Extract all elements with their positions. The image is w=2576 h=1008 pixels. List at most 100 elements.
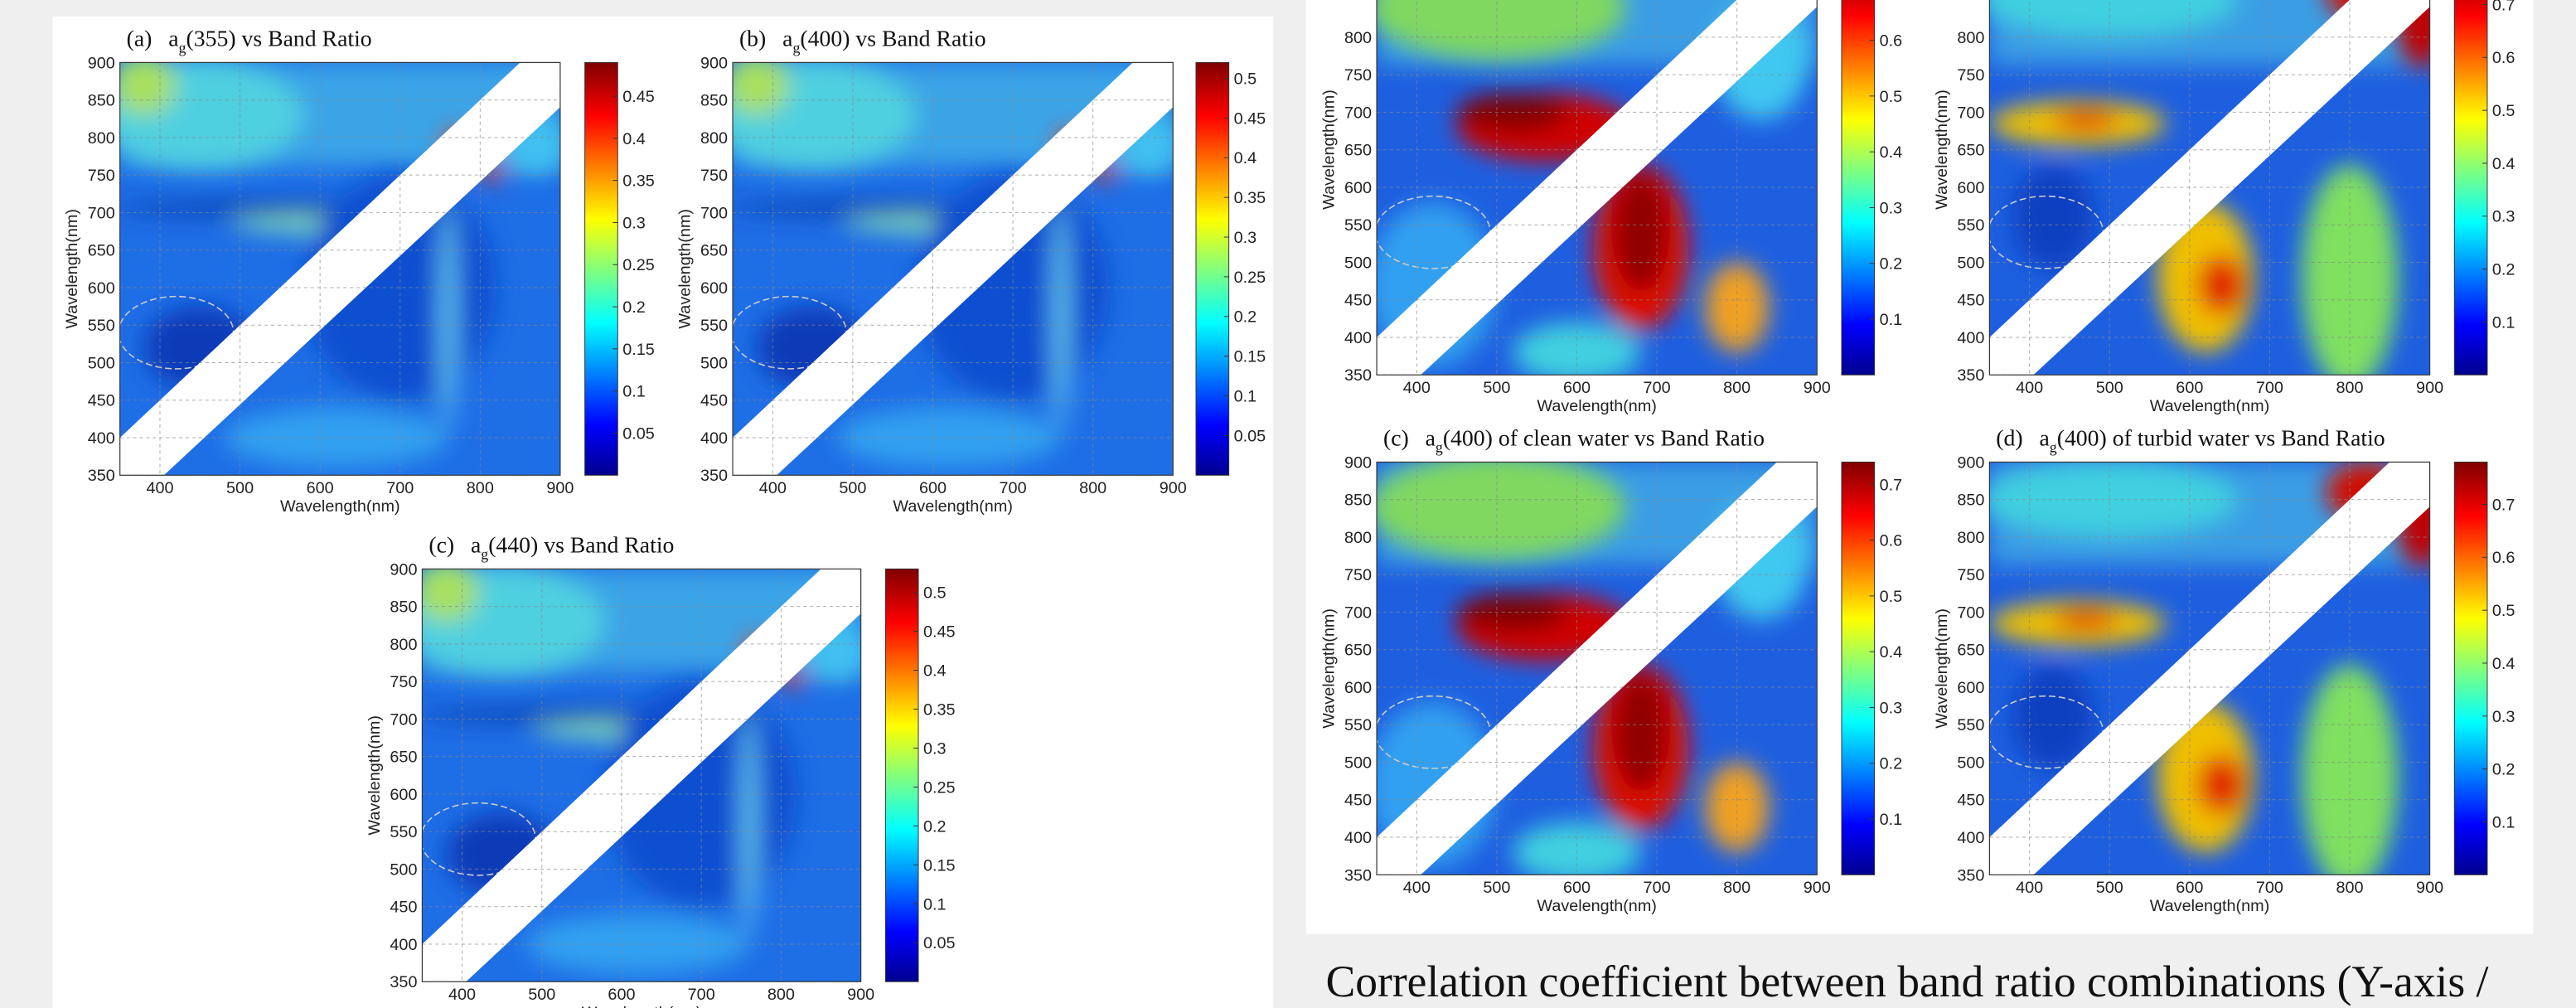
y-tick-label: 450 [700,392,728,410]
title-symbol: a [471,533,481,559]
y-tick-label: 600 [1957,179,1984,197]
colorbar-tick-label: 0.3 [2492,708,2515,726]
y-tick-label: 700 [88,204,115,222]
y-tick-label: 750 [700,167,728,185]
y-tick-label: 450 [1957,792,1984,810]
colorbar [2453,461,2488,875]
heatmap-panel: 400 500 600 700 800 900 350 400 450 500 550 600 650 7… [63,27,655,516]
colorbar-tick-label: 0.3 [1880,699,1903,717]
plot-frame [119,61,561,476]
title-symbol: a [782,27,792,52]
y-tick-label: 550 [88,317,115,335]
title-text: (400) of clean water vs Band Ratio [1443,426,1765,452]
heatmap-blob [2197,254,2246,315]
colorbar-tick-label: 0.05 [923,934,956,952]
y-tick-label: 600 [1957,679,1984,697]
panel-title: (d) ag(400) of turbid water vs Band Ratio [1996,426,2385,456]
colorbar-tick-label: 0.7 [2492,0,2515,14]
heatmap-panel: 400 500 600 700 800 900 350 400 450 500 550 600 650 7… [1320,426,1903,915]
y-axis-label: Wavelength(nm) [1933,608,1951,729]
y-tick-label: 450 [1344,292,1372,310]
colorbar [1841,0,1876,376]
heatmap-blob [1456,593,1569,632]
y-tick-label: 700 [700,204,728,222]
y-tick-label: 700 [1957,603,1984,622]
y-axis-label: Wavelength(nm) [63,209,81,329]
colorbar-tick-label: 0.4 [1880,143,1903,162]
y-tick-label: 750 [1344,566,1372,584]
colorbar-tick-label: 0.4 [2492,655,2515,673]
title-text: (400) of turbid water vs Band Ratio [2057,426,2385,452]
title-text: (440) vs Band Ratio [488,533,674,559]
colorbar-tick-label: 0.4 [923,662,947,680]
colorbar-tick-label: 0.5 [1880,88,1903,106]
x-tick-label: 600 [919,479,947,497]
heatmap-blob [2302,164,2398,376]
y-tick-label: 600 [88,279,115,298]
heatmap-blob [836,407,1062,468]
heatmap-blob [2013,664,2094,770]
panel-title: (a) ag(355) vs Band Ratio [127,27,372,56]
colorbar-tick-label: 0.5 [2492,102,2515,120]
x-tick-label: 700 [1644,879,1671,897]
y-tick-label: 500 [1344,754,1372,772]
y-tick-label: 350 [1957,866,1984,884]
x-tick-label: 500 [1483,879,1510,897]
y-tick-label: 500 [88,354,115,372]
x-tick-label: 400 [2016,879,2043,897]
heatmap-blob [2053,109,2118,131]
diagonal-band [1377,462,1818,875]
y-tick-label: 900 [700,54,728,72]
y-tick-label: 400 [1344,829,1372,847]
y-tick-label: 800 [88,129,115,148]
y-tick-label: 350 [700,467,728,485]
y-tick-label: 850 [88,92,115,110]
colorbar-tick-label: 0.5 [2492,602,2515,620]
y-tick-label: 500 [700,354,728,372]
colorbar [884,568,919,982]
colorbar-tick-label: 0.35 [923,700,956,719]
heatmap-blob [1989,462,2238,537]
plot-frame [1376,461,1818,875]
heatmap-blobs [1989,0,2430,376]
colorbar [1195,61,1230,476]
y-tick-label: 700 [1957,104,1984,122]
colorbar-tick-label: 0.2 [1880,255,1903,274]
colorbar-tick-label: 0.1 [2492,813,2515,831]
y-tick-label: 500 [1957,254,1984,272]
heatmap-blob [2197,754,2246,815]
heatmap-blob [2053,608,2118,631]
title-subscript: g [1436,439,1443,456]
x-tick-label: 900 [847,986,874,1004]
heatmap-blob [525,914,749,975]
colorbar-tick-label: 0.1 [2492,313,2515,332]
y-tick-label: 550 [700,317,728,335]
y-tick-label: 900 [390,560,417,579]
x-tick-label: 900 [546,479,574,497]
y-tick-label: 400 [88,429,115,448]
heatmap-blob [1053,205,1069,430]
x-axis-label: Wavelength(nm) [1537,397,1657,415]
y-tick-label: 650 [1957,142,1984,160]
y-axis-label: Wavelength(nm) [1320,608,1339,729]
title-symbol: a [168,27,178,52]
x-tick-label: 700 [688,986,715,1004]
x-tick-label: 800 [767,986,795,1004]
y-tick-label: 600 [1344,179,1372,197]
y-tick-label: 650 [1344,142,1372,160]
colorbar-tick-label: 0.05 [1234,427,1266,445]
y-axis-label: Wavelength(nm) [676,209,695,329]
y-tick-label: 550 [1957,216,1984,235]
y-tick-label: 850 [1957,492,1984,510]
x-tick-label: 500 [528,986,555,1004]
colorbar-tick-label: 0.1 [1234,387,1257,405]
x-tick-label: 500 [2096,379,2123,397]
colorbar-tick-label: 0.1 [622,383,646,401]
plot-frame [1988,0,2431,376]
colorbar-tick-label: 0.5 [923,584,947,602]
y-tick-label: 450 [1344,792,1372,810]
x-axis-label: Wavelength(nm) [2150,897,2270,915]
y-tick-label: 800 [1957,29,1984,47]
colorbar [2453,0,2488,376]
